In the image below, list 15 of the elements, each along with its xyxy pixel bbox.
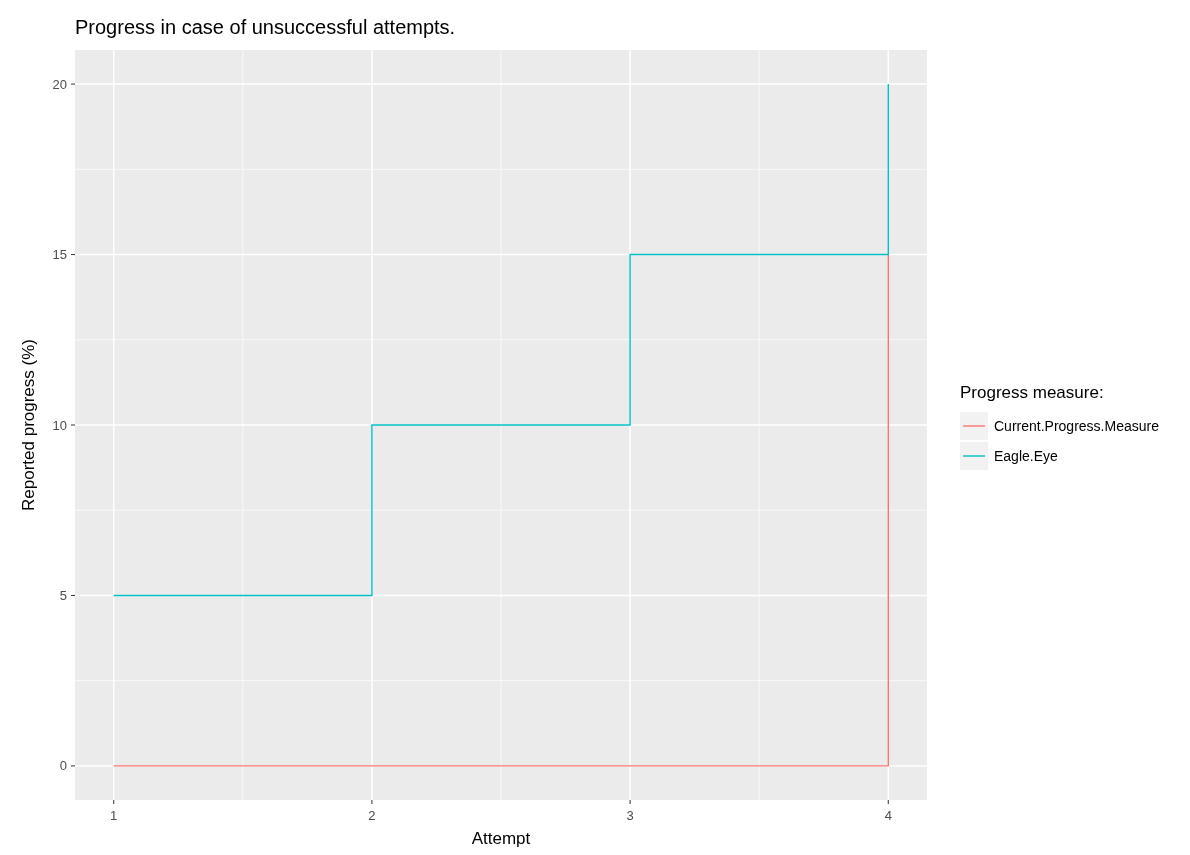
y-axis-title: Reported progress (%) [19, 339, 38, 511]
x-tick-label: 3 [626, 808, 634, 823]
x-tick-label: 1 [110, 808, 118, 823]
y-tick-label: 5 [59, 587, 67, 603]
x-axis-title: Attempt [471, 829, 531, 848]
legend-title: Progress measure: [960, 383, 1104, 402]
legend-label: Eagle.Eye [994, 448, 1059, 464]
chart-title: Progress in case of unsuccessful attempts. [75, 16, 456, 38]
x-tick-label: 4 [884, 808, 892, 823]
y-tick-label: 20 [52, 76, 67, 92]
y-tick-label: 10 [52, 417, 67, 433]
x-tick-label: 2 [368, 808, 376, 823]
legend-label: Current.Progress.Measure [994, 418, 1160, 434]
y-tick-label: 15 [52, 247, 67, 263]
y-tick-label: 0 [59, 758, 67, 774]
